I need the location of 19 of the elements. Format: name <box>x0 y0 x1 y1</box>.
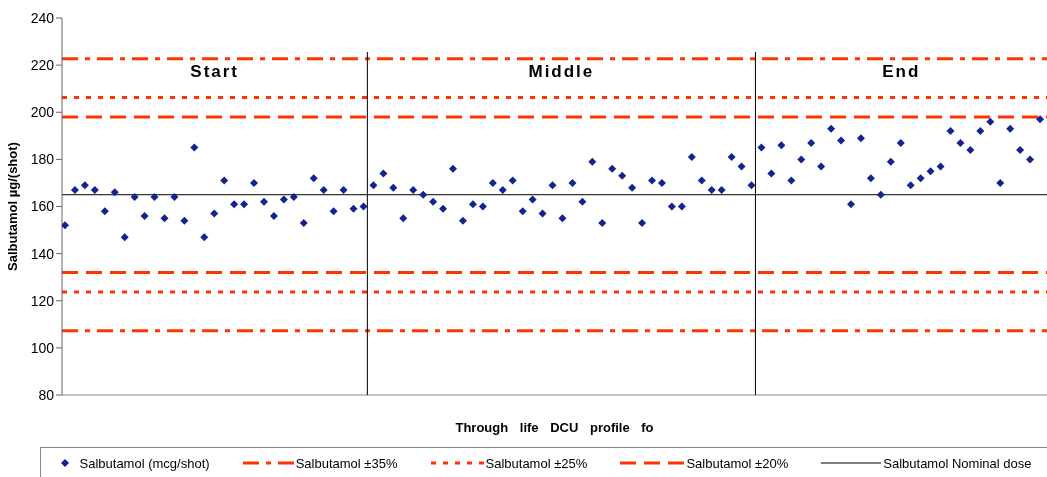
y-tick-label: 80 <box>38 386 55 403</box>
legend-label: Salbutamol Nominal dose <box>883 455 1032 471</box>
annotation: Start <box>189 62 241 82</box>
y-axis-title: Salbutamol µg/(shot) <box>4 142 20 271</box>
y-tick-label: 100 <box>30 339 55 356</box>
legend-label: Salbutamol ±25% <box>485 455 588 471</box>
annotation: End <box>881 62 922 82</box>
y-tick-label: 180 <box>30 151 55 168</box>
y-tick-label: 140 <box>30 245 55 262</box>
y-tick-label: 240 <box>30 9 55 26</box>
legend-label: Salbutamol ±35% <box>295 455 398 471</box>
legend-label: Salbutamol (mcg/shot) <box>79 455 210 471</box>
y-tick-label: 120 <box>30 292 55 309</box>
y-tick-label: 160 <box>30 198 55 215</box>
legend-label: Salbutamol ±20% <box>686 455 789 471</box>
y-tick-label: 200 <box>30 104 55 121</box>
annotation: Middle <box>527 62 596 82</box>
x-axis-title: Through life DCU profile fo <box>455 420 654 435</box>
y-tick-label: 220 <box>30 57 55 74</box>
